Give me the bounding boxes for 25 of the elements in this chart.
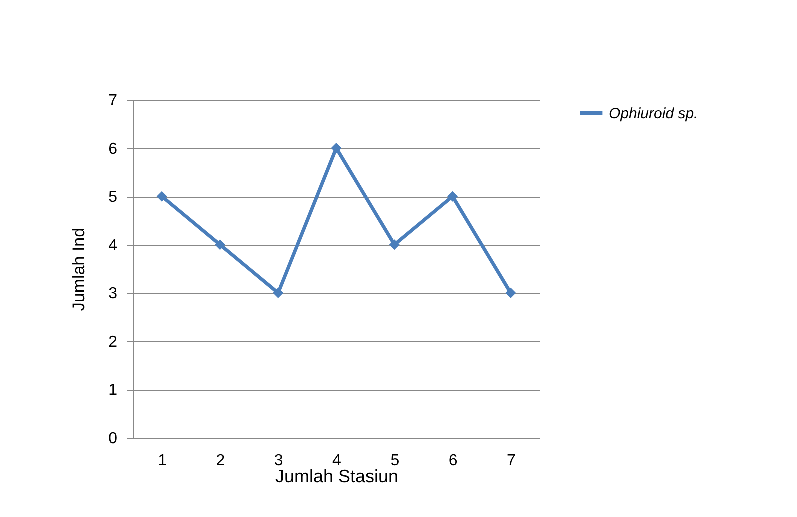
y-tick-label: 4 (108, 237, 118, 254)
point (214, 240, 226, 250)
point (506, 288, 516, 298)
y-axis-title: Jumlah Ind (70, 228, 89, 312)
point (448, 191, 458, 202)
y-tick-label: 3 (108, 286, 118, 303)
x-tick-label: 1 (158, 452, 168, 470)
point (273, 288, 284, 298)
legend-label: Ophiuroid sp. (609, 106, 698, 122)
point (389, 240, 400, 250)
x-tick-label: 4 (332, 452, 342, 470)
y-tick-label: 2 (108, 334, 118, 351)
y-tick-label: 7 (108, 92, 118, 110)
x-tick-label: 6 (448, 452, 458, 470)
y-tick-label: 5 (108, 189, 118, 206)
point (331, 143, 342, 154)
y-tick-label: 0 (108, 430, 118, 448)
x-axis-title: Jumlah Stasiun (275, 466, 399, 486)
x-tick-label: 2 (216, 452, 226, 470)
y-tick-label: 1 (108, 382, 118, 400)
y-tick-label: 6 (108, 140, 118, 158)
x-tick-label: 3 (274, 452, 284, 470)
point (156, 191, 168, 202)
x-tick-label: 5 (390, 452, 400, 470)
x-tick-label: 7 (506, 452, 516, 470)
